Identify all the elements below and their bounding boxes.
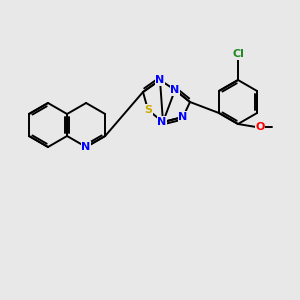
Text: N: N (170, 85, 180, 95)
Text: Cl: Cl (232, 49, 244, 59)
Text: N: N (158, 117, 166, 127)
Text: S: S (144, 105, 152, 115)
Text: N: N (155, 75, 165, 85)
Text: N: N (178, 112, 188, 122)
Text: O: O (255, 122, 265, 132)
Text: N: N (82, 142, 91, 152)
